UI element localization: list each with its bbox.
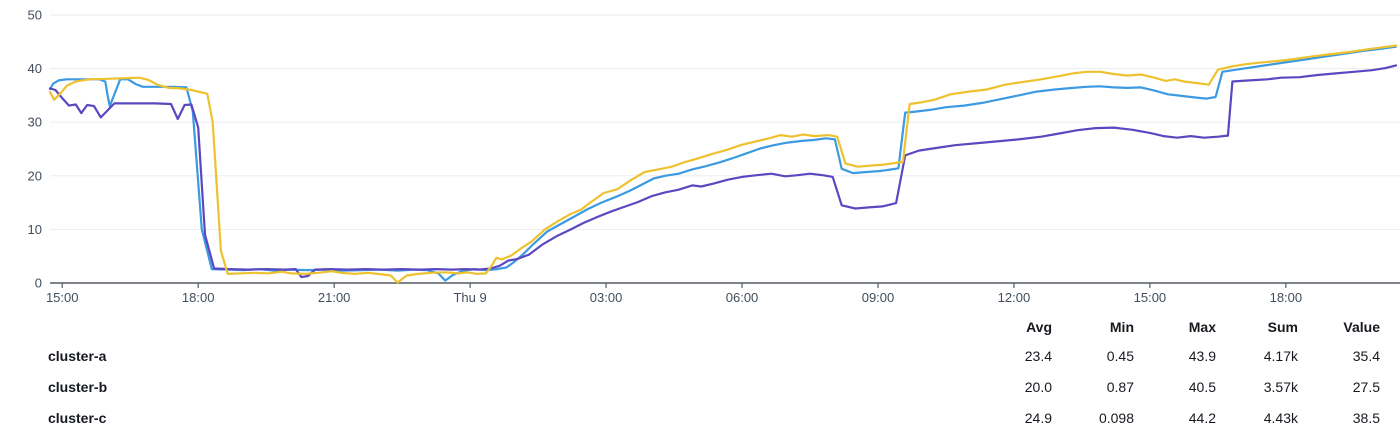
series-label: cluster-b [48,378,108,395]
x-axis-label: 15:00 [46,290,79,305]
stat-avg: 20.0 [1024,378,1052,395]
y-axis-label-50: 50 [28,8,42,23]
x-axis-label: 09:00 [862,290,895,305]
x-axis-label: 06:00 [726,290,759,305]
stat-sum: 4.43k [1263,409,1298,426]
x-axis-label: 15:00 [1134,290,1167,305]
legend-column-avg: Avg [1026,319,1052,335]
y-axis-label-10: 10 [28,222,42,237]
series-label: cluster-c [48,409,107,426]
legend-column-value: Value [1343,319,1380,335]
legend-column-min: Min [1109,319,1134,335]
legend-row-cluster-a[interactable]: cluster-a 23.4 0.45 43.9 4.17k 35.4 [10,340,1380,371]
timeseries-chart: 0 10 20 30 40 50 15:00 18:00 21:00 Thu 9 03:00 06:0… [0,0,1400,312]
series-line-cluster-c[interactable] [48,44,1398,284]
stat-sum: 3.57k [1263,378,1298,395]
x-axis-label: 03:00 [590,290,623,305]
y-axis-label-30: 30 [28,115,42,130]
stat-min: 0.87 [1106,378,1134,395]
stat-avg: 24.9 [1024,409,1052,426]
y-axis-label-0: 0 [35,276,42,291]
x-axis-label: 21:00 [318,290,351,305]
stat-max: 44.2 [1188,409,1216,426]
legend-row-cluster-b[interactable]: cluster-b 20.0 0.87 40.5 3.57k 27.5 [10,371,1380,402]
stat-avg: 23.4 [1024,347,1052,364]
stat-value: 38.5 [1352,409,1380,426]
x-axis-label: 12:00 [998,290,1031,305]
legend-column-max: Max [1188,319,1216,335]
legend-header-row: Avg Min Max Sum Value [10,316,1380,338]
legend-column-sum: Sum [1267,319,1298,335]
stat-min: 0.098 [1098,409,1134,426]
chart-canvas[interactable]: 0 10 20 30 40 50 15:00 18:00 21:00 Thu 9 03:00 06:0… [0,0,1400,312]
stat-value: 27.5 [1352,378,1380,395]
series-line-cluster-a[interactable] [48,45,1398,282]
stat-max: 43.9 [1188,347,1216,364]
x-axis-label: 18:00 [182,290,215,305]
x-axis-label: Thu 9 [453,290,486,305]
series-label: cluster-a [48,347,107,364]
legend-row-cluster-c[interactable]: cluster-c 24.9 0.098 44.2 4.43k 38.5 [10,402,1380,433]
stat-sum: 4.17k [1263,347,1298,364]
stat-value: 35.4 [1352,347,1380,364]
stat-min: 0.45 [1106,347,1134,364]
stat-max: 40.5 [1188,378,1216,395]
y-axis-label-40: 40 [28,61,42,76]
x-axis-label: 18:00 [1270,290,1303,305]
legend-table: Avg Min Max Sum Value cluster-a 23.4 0.4… [0,312,1400,433]
y-axis-label-20: 20 [28,168,42,183]
series-line-cluster-b[interactable] [48,64,1398,279]
